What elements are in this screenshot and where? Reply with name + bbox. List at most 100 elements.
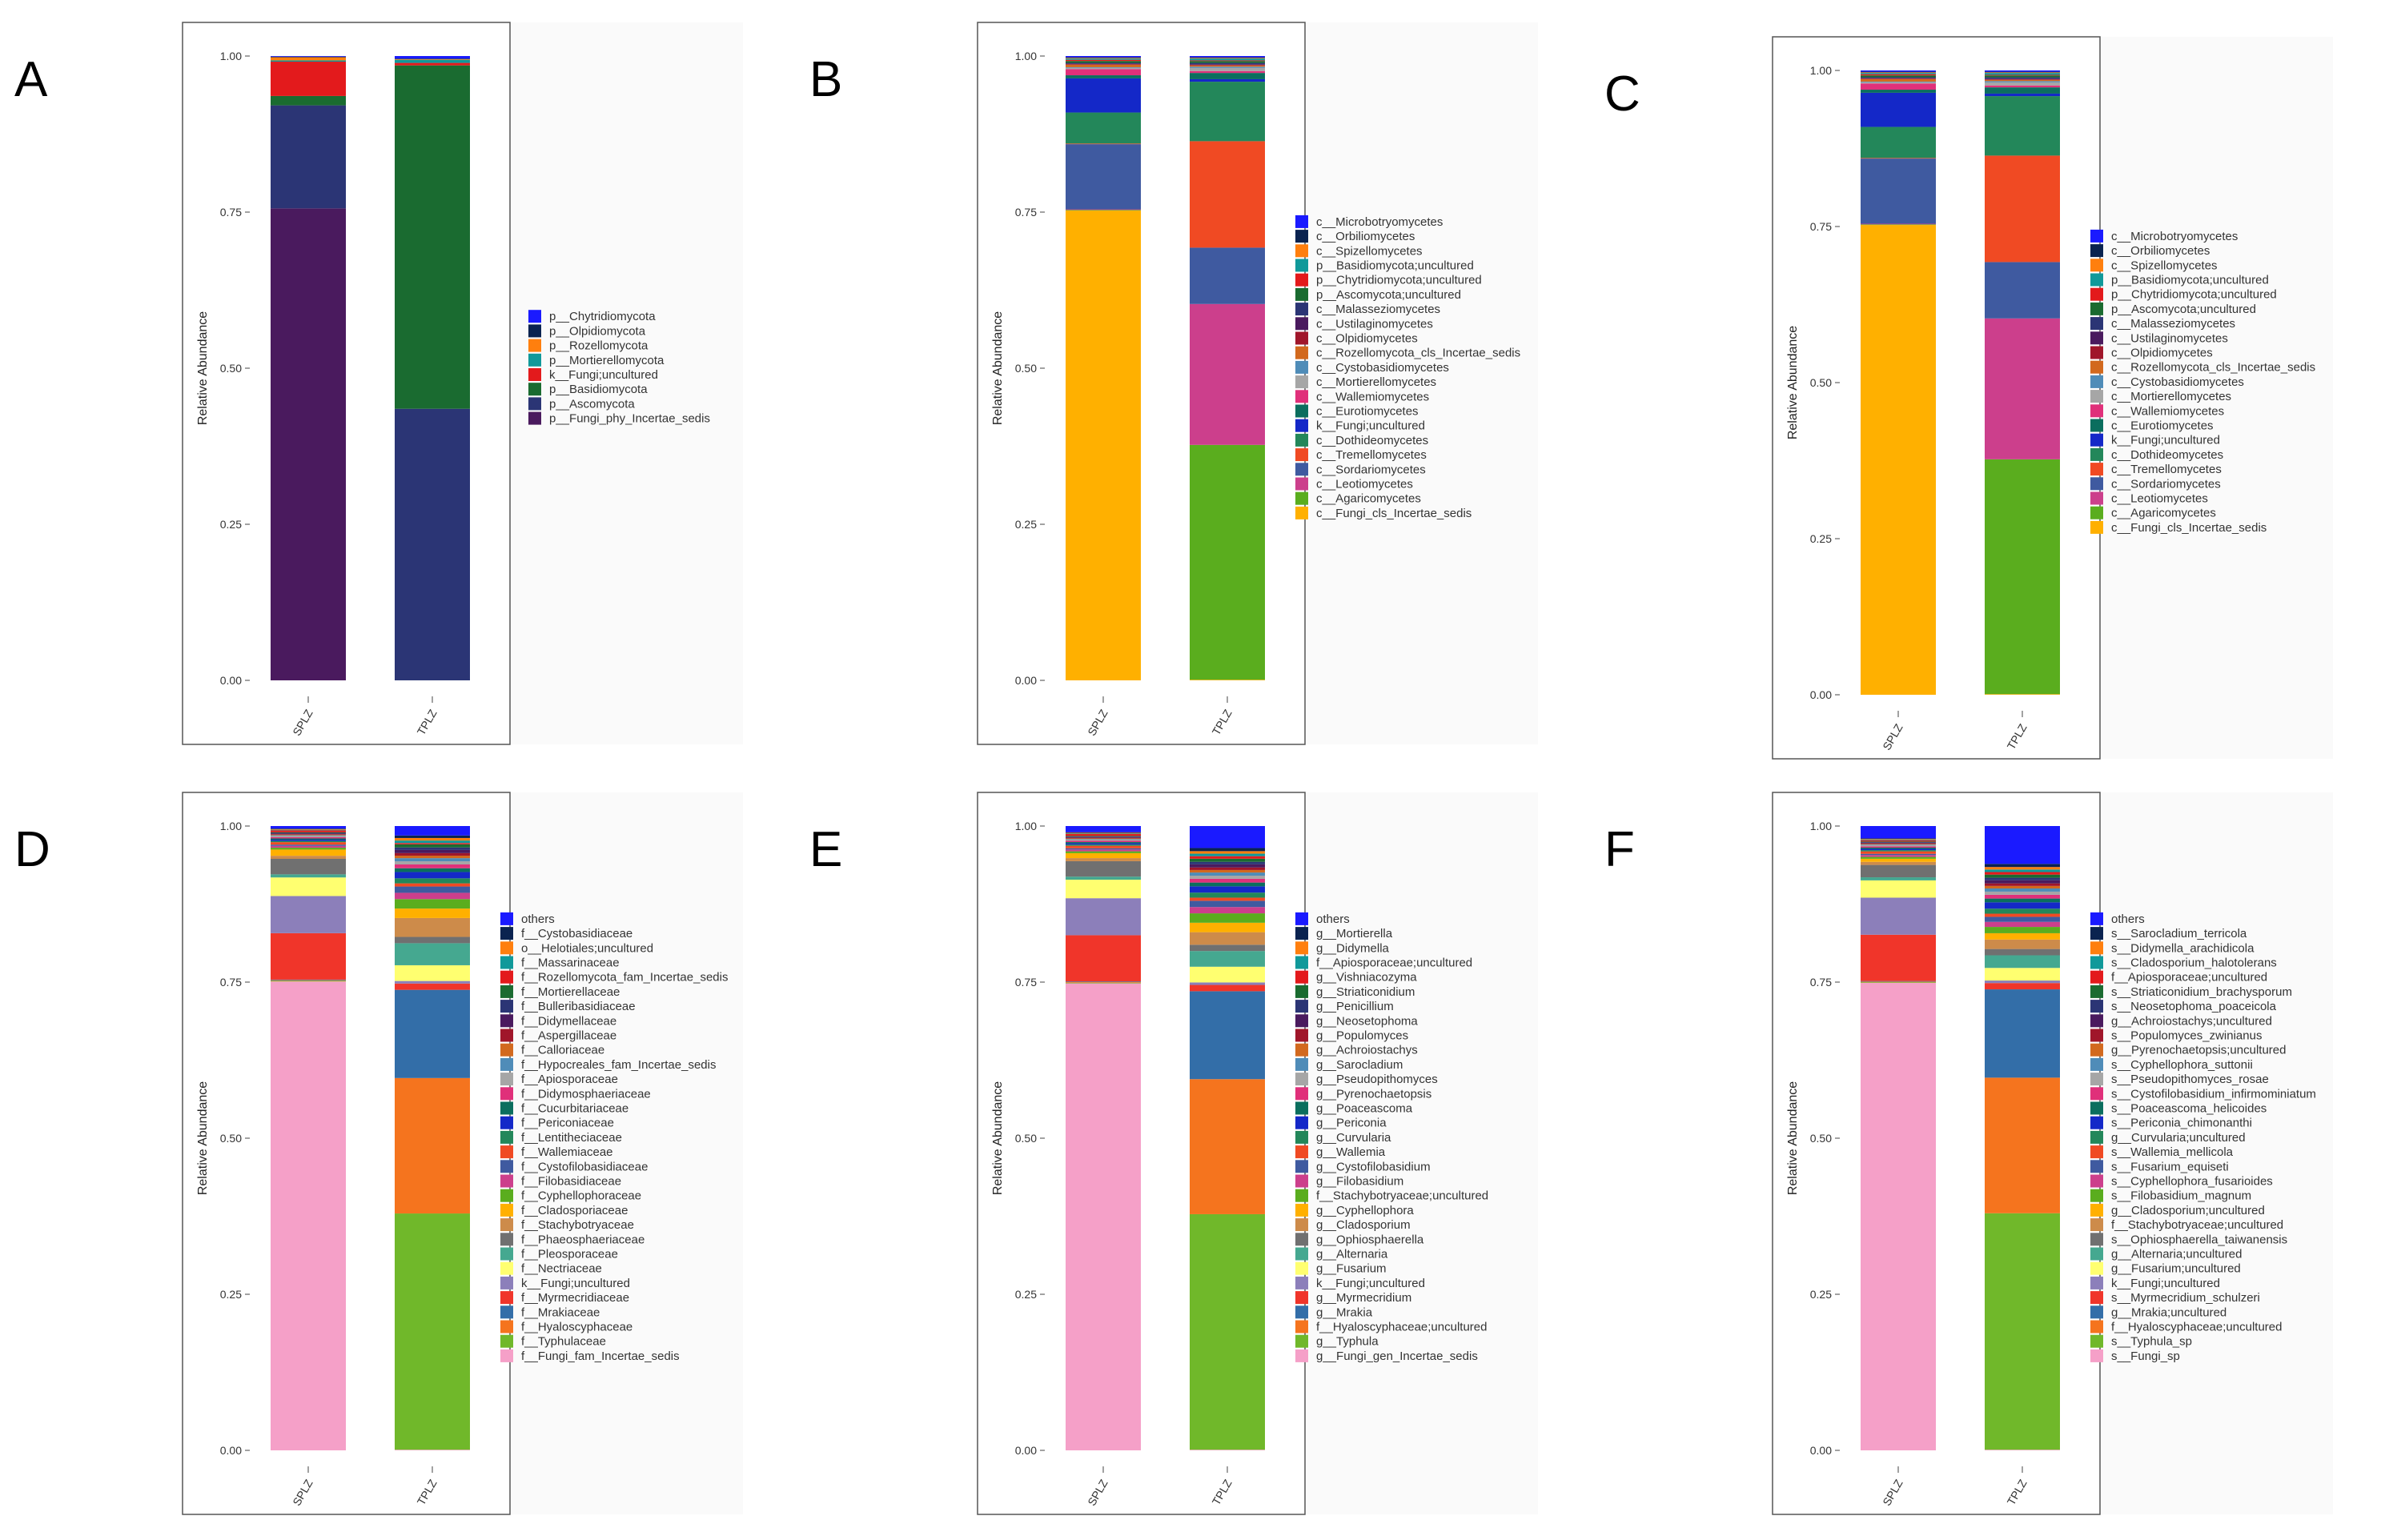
bar-segment-splz (1861, 223, 1936, 225)
bar-segment-tplz (1190, 70, 1265, 74)
bar-segment-tplz (1985, 916, 2060, 922)
legend-swatch (500, 1043, 513, 1057)
legend-swatch (500, 1174, 513, 1188)
legend-item: f__Nectriaceae (500, 1261, 602, 1276)
legend-label: s__Cystofilobasidium_infirmominiatum (2111, 1087, 2316, 1101)
legend-item: others (2090, 912, 2145, 926)
bar-segment-tplz (1190, 853, 1265, 856)
legend-item: c__Eurotiomycetes (2090, 419, 2214, 433)
legend-swatch (500, 912, 513, 925)
legend-item: c__Cystobasidiomycetes (1295, 360, 1449, 375)
legend-label: f__Hyaloscyphaceae;uncultured (1316, 1321, 1487, 1334)
legend-label: f__Didymosphaeriaceae (521, 1087, 651, 1101)
legend-swatch (1295, 317, 1308, 331)
legend-item: p__Ascomycota (528, 397, 635, 411)
bar-segment-splz (271, 848, 346, 850)
legend-item: k__Fungi;uncultured (528, 368, 658, 382)
bar-segment-tplz (395, 56, 470, 59)
legend-label: f__Cladosporiaceae (521, 1204, 628, 1217)
legend-label: s__Cyphellophora_fusarioides (2111, 1175, 2273, 1189)
bar-segment-tplz (1985, 78, 2060, 80)
bar-segment-splz (1861, 864, 1936, 878)
bar-segment-splz (1861, 158, 1936, 224)
legend-label: g__Pseudopithomyces (1316, 1073, 1438, 1086)
legend-item: c__Ustilaginomycetes (1295, 317, 1433, 331)
bar-segment-splz (1861, 78, 1936, 82)
legend-swatch (2090, 404, 2103, 418)
legend-label: f__Aspergillaceae (521, 1029, 616, 1043)
legend-label: p__Mortierellomycota (549, 354, 665, 367)
bar-segment-splz (1066, 58, 1141, 60)
legend-item: g__Sarocladium (1295, 1057, 1403, 1072)
legend-label: p__Chytridiomycota;uncultured (2111, 288, 2277, 302)
legend-label: g__Mortierella (1316, 927, 1393, 940)
legend-item: p__Basidiomycota (528, 383, 648, 396)
bar-segment-tplz (395, 983, 470, 990)
bar-segment-tplz (395, 868, 470, 872)
bar-segment-splz (1066, 848, 1141, 850)
bar-segment-tplz (395, 843, 470, 844)
legend-item: k__Fungi;uncultured (2090, 433, 2220, 447)
bar-segment-tplz (395, 892, 470, 900)
bar-segment-tplz (1985, 983, 2060, 990)
legend-item: k__Fungi;uncultured (2090, 1276, 2220, 1290)
legend-swatch (500, 1203, 513, 1217)
bar-segment-splz (1066, 839, 1141, 840)
legend-swatch (2090, 244, 2103, 258)
bar-segment-splz (1066, 836, 1141, 838)
legend-item: s__Cladosporium_halotolerans (2090, 956, 2277, 970)
bar-segment-splz (1066, 982, 1141, 984)
legend-label: g__Neosetophoma (1316, 1014, 1418, 1028)
bar-segment-tplz (1985, 81, 2060, 82)
legend-swatch (1295, 1087, 1308, 1101)
bar-segment-splz (1861, 839, 1936, 840)
legend-swatch (500, 1145, 513, 1159)
legend-item: c__Spizellomycetes (1295, 244, 1423, 258)
legend-label: s__Fusarium_equiseti (2111, 1160, 2229, 1173)
legend-item: g__Fungi_gen_Incertae_sedis (1295, 1349, 1478, 1363)
legend-item: c__Leotiomycetes (2090, 491, 2208, 506)
bar-segment-tplz (1190, 62, 1265, 65)
y-tick-label: 1.00 (220, 50, 242, 62)
bar-segment-splz (1861, 92, 1936, 127)
legend-label: f__Mortierellaceae (521, 985, 620, 999)
legend-label: c__Rozellomycota_cls_Incertae_sedis (1316, 347, 1520, 360)
bar-segment-splz (1066, 880, 1141, 899)
legend-item: c__Microbotryomycetes (1295, 215, 1443, 229)
bar-segment-tplz (395, 65, 470, 409)
legend-swatch (2090, 433, 2103, 447)
legend-swatch (1295, 1029, 1308, 1042)
legend-item: p__Ascomycota;uncultured (2090, 302, 2256, 316)
legend-swatch (500, 1116, 513, 1129)
legend-label: f__Cucurbitariaceae (521, 1102, 628, 1116)
legend-item: c__Wallemiomycetes (2090, 404, 2224, 418)
bar-segment-splz (1861, 844, 1936, 847)
bar-segment-tplz (395, 835, 470, 838)
bar-segment-tplz (1190, 892, 1265, 898)
legend-item: p__Chytridiomycota;uncultured (2090, 287, 2277, 302)
legend-label: f__Stachybotryaceae;uncultured (2111, 1218, 2283, 1232)
bar-segment-tplz (1190, 858, 1265, 862)
bar-segment-splz (1861, 934, 1936, 981)
legend-label: f__Pleosporaceae (521, 1248, 618, 1261)
legend-item: s__Didymella_arachidicola (2090, 941, 2255, 955)
panel-b: B 0.00 0.25 0.50 0.75 1.00 Relative Abundance S… (795, 0, 1590, 770)
legend-item: p__Chytridiomycota;uncultured (1295, 273, 1482, 287)
legend-swatch (1295, 912, 1308, 925)
legend-item: c__Orbiliomycetes (2090, 244, 2210, 258)
y-axis-label: Relative Abundance (196, 1081, 210, 1195)
bar-segment-splz (1861, 225, 1936, 695)
bar-segment-tplz (1190, 878, 1265, 883)
bar-segment-splz (1066, 860, 1141, 877)
bar-segment-splz (271, 208, 346, 680)
legend-item: g__Cladosporium;uncultured (2090, 1203, 2265, 1217)
bar-segment-tplz (1190, 851, 1265, 854)
legend-item: f__Rozellomycota_fam_Incertae_sedis (500, 970, 728, 985)
bar-segment-tplz (1985, 883, 2060, 886)
y-tick-label: 0.25 (220, 1288, 242, 1301)
y-tick-label: 0.25 (1015, 1288, 1037, 1301)
bar-segment-splz (271, 845, 346, 848)
legend-label: f__Hypocreales_fam_Incertae_sedis (521, 1058, 716, 1072)
legend-label: g__Striaticonidium (1316, 985, 1415, 999)
